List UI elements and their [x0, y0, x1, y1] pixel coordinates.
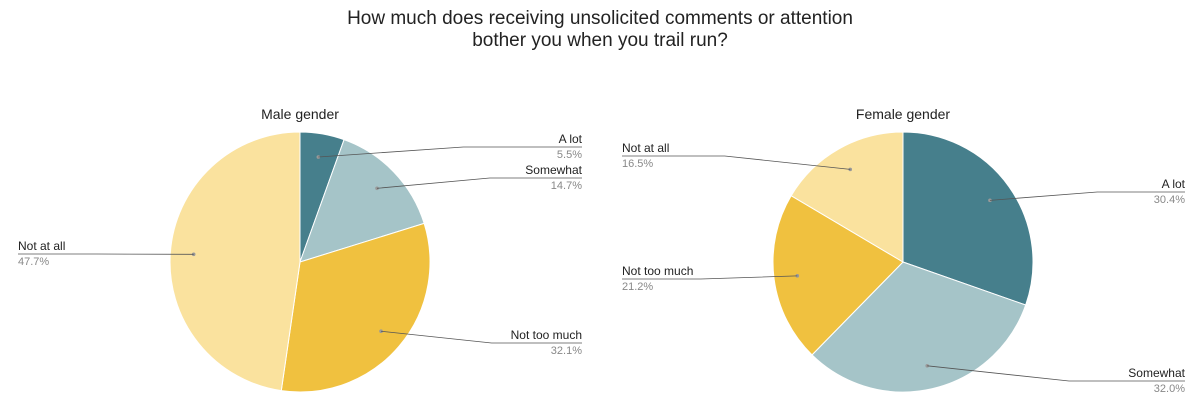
pie-slice-not-at-all	[169, 131, 301, 392]
pie-chart-female-gender: Female gender A lot 30.4% Somewhat 32.0% Not …	[622, 106, 1186, 395]
pie-slices	[772, 131, 1034, 393]
slice-percent-label: 16.5%	[622, 158, 653, 170]
chart-title: How much does receiving unsolicited comm…	[0, 8, 1200, 52]
pie-slice-not-at-all	[790, 131, 904, 263]
slice-label: Somewhat	[1128, 366, 1185, 380]
pie-labels: A lot 30.4% Somewhat 32.0% Not too much 21.2%…	[622, 141, 1186, 395]
pie-slice-somewhat	[811, 261, 1027, 393]
pie-labels: A lot 5.5% Somewhat 14.7% Not too much 32.1% N…	[18, 132, 583, 357]
pie-title: Female gender	[856, 106, 951, 122]
slice-label: Somewhat	[525, 163, 582, 177]
pie-slice-somewhat	[299, 139, 425, 263]
leader-line	[927, 365, 1185, 382]
pie-chart-male-gender: Male gender A lot 5.5% Somewhat 14.7% Not too…	[18, 106, 583, 393]
slice-percent-label: 5.5%	[557, 149, 582, 161]
slice-label: Not too much	[511, 328, 582, 342]
leader-line	[622, 155, 851, 170]
slice-percent-label: 21.2%	[622, 281, 653, 293]
slice-label: Not at all	[622, 141, 669, 155]
pie-slice-not-too-much	[772, 195, 904, 356]
leader-line	[381, 330, 582, 344]
slice-label: Not at all	[18, 239, 65, 253]
slice-label: Not too much	[622, 264, 693, 278]
slice-label: A lot	[1162, 177, 1186, 191]
leader-line	[622, 275, 798, 280]
leader-line	[376, 177, 582, 189]
leader-line	[989, 191, 1185, 201]
pie-title: Male gender	[261, 106, 339, 122]
slice-percent-label: 32.0%	[1154, 383, 1185, 395]
slice-percent-label: 14.7%	[551, 180, 582, 192]
slice-percent-label: 30.4%	[1154, 194, 1185, 206]
slice-label: A lot	[559, 132, 583, 146]
chart-title-line-2: bother you when you trail run?	[472, 30, 728, 51]
chart-title-line-1: How much does receiving unsolicited comm…	[347, 8, 853, 29]
leader-line	[318, 146, 582, 158]
pie-slice-a-lot	[902, 131, 1034, 306]
slice-percent-label: 47.7%	[18, 256, 49, 268]
pie-slice-not-too-much	[280, 222, 431, 393]
slice-percent-label: 32.1%	[551, 345, 582, 357]
pie-slices	[169, 131, 431, 393]
